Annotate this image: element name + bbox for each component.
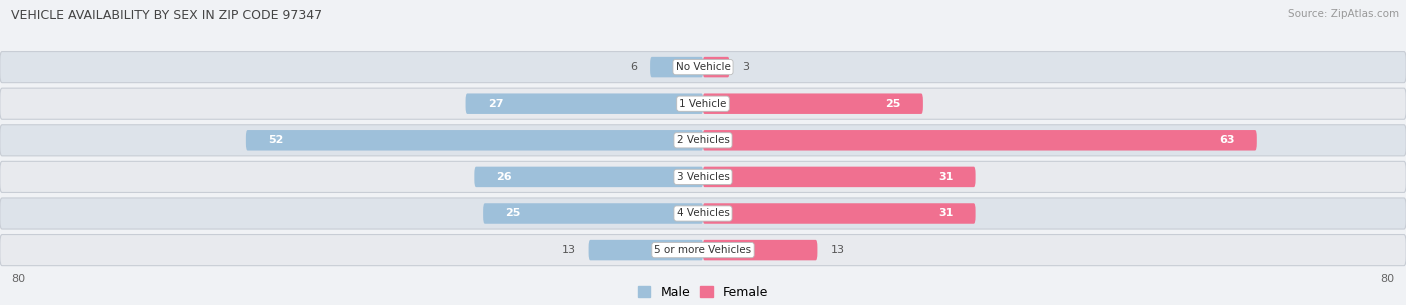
- Text: 13: 13: [831, 245, 845, 255]
- FancyBboxPatch shape: [703, 240, 817, 260]
- FancyBboxPatch shape: [0, 52, 1406, 83]
- FancyBboxPatch shape: [484, 203, 703, 224]
- FancyBboxPatch shape: [703, 167, 976, 187]
- Text: 1 Vehicle: 1 Vehicle: [679, 99, 727, 109]
- FancyBboxPatch shape: [246, 130, 703, 151]
- Text: 80: 80: [1381, 274, 1395, 285]
- FancyBboxPatch shape: [0, 88, 1406, 119]
- Text: 63: 63: [1219, 135, 1234, 145]
- Text: 80: 80: [11, 274, 25, 285]
- Text: 4 Vehicles: 4 Vehicles: [676, 209, 730, 218]
- Text: 31: 31: [938, 172, 953, 182]
- Text: 31: 31: [938, 209, 953, 218]
- FancyBboxPatch shape: [0, 198, 1406, 229]
- Legend: Male, Female: Male, Female: [638, 286, 768, 299]
- Text: 5 or more Vehicles: 5 or more Vehicles: [654, 245, 752, 255]
- FancyBboxPatch shape: [703, 130, 1257, 151]
- FancyBboxPatch shape: [0, 161, 1406, 192]
- FancyBboxPatch shape: [589, 240, 703, 260]
- FancyBboxPatch shape: [650, 57, 703, 77]
- FancyBboxPatch shape: [474, 167, 703, 187]
- FancyBboxPatch shape: [0, 235, 1406, 266]
- FancyBboxPatch shape: [703, 57, 730, 77]
- FancyBboxPatch shape: [0, 125, 1406, 156]
- Text: 6: 6: [630, 62, 637, 72]
- Text: 52: 52: [269, 135, 284, 145]
- Text: 25: 25: [505, 209, 520, 218]
- Text: 26: 26: [496, 172, 512, 182]
- Text: 27: 27: [488, 99, 503, 109]
- Text: 2 Vehicles: 2 Vehicles: [676, 135, 730, 145]
- Text: 25: 25: [886, 99, 901, 109]
- Text: No Vehicle: No Vehicle: [675, 62, 731, 72]
- FancyBboxPatch shape: [703, 203, 976, 224]
- Text: 13: 13: [561, 245, 575, 255]
- FancyBboxPatch shape: [465, 93, 703, 114]
- FancyBboxPatch shape: [703, 93, 922, 114]
- Text: Source: ZipAtlas.com: Source: ZipAtlas.com: [1288, 9, 1399, 19]
- Text: VEHICLE AVAILABILITY BY SEX IN ZIP CODE 97347: VEHICLE AVAILABILITY BY SEX IN ZIP CODE …: [11, 9, 322, 22]
- Text: 3 Vehicles: 3 Vehicles: [676, 172, 730, 182]
- Text: 3: 3: [742, 62, 749, 72]
